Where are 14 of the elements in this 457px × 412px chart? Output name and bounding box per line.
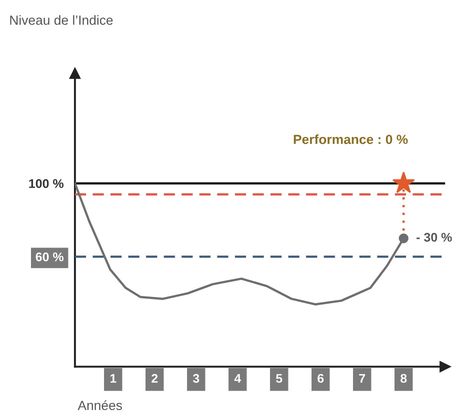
annotation: Performance : 0 %	[294, 134, 408, 144]
annotation: - 30 %	[416, 232, 452, 242]
y-tick-label: 100 %	[29, 179, 64, 188]
x-tick-label: 6	[318, 374, 324, 383]
x-tick-label: 8	[400, 374, 407, 383]
x-tick-label: 5	[276, 374, 282, 383]
y-tick-label: 60 %	[36, 252, 64, 262]
y-axis-title: Niveau de l’Indice	[10, 15, 113, 25]
x-tick-label: 7	[359, 374, 366, 383]
x-tick-label: 3	[192, 374, 200, 383]
x-tick-label: 2	[152, 374, 158, 383]
x-tick-label: 1	[110, 374, 116, 383]
x-tick-label: 4	[234, 374, 242, 383]
x-axis-title: Années	[78, 400, 122, 410]
